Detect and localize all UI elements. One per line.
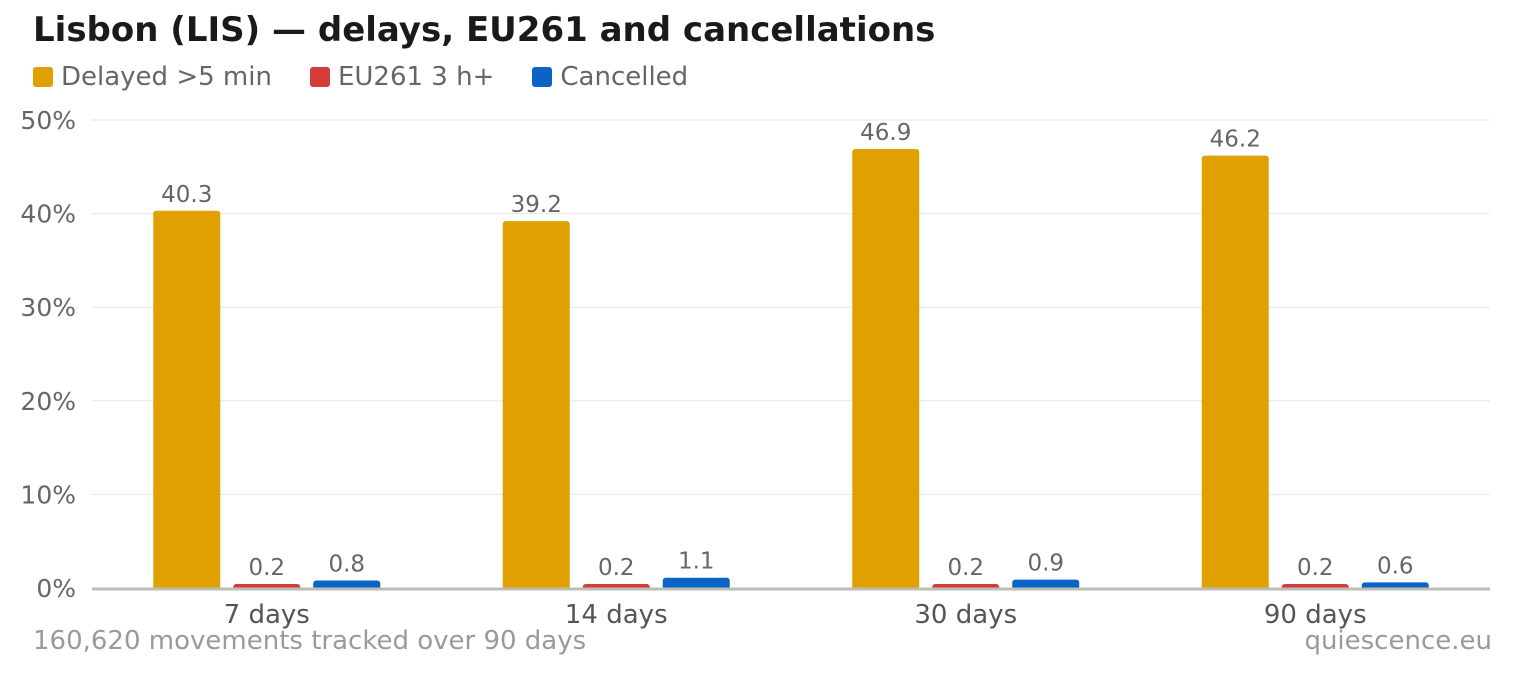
legend-item-delayed: Delayed >5 min <box>33 62 272 92</box>
y-tick-label: 50% <box>20 106 76 135</box>
y-tick-label: 20% <box>20 387 76 416</box>
bar <box>502 221 570 590</box>
legend-label-delayed: Delayed >5 min <box>61 62 272 92</box>
legend: Delayed >5 min EU261 3 h+ Cancelled <box>33 60 726 94</box>
bar <box>153 210 221 591</box>
y-tick-label: 40% <box>20 200 76 229</box>
chart-title: Lisbon (LIS) — delays, EU261 and cancell… <box>33 10 936 50</box>
bar <box>1012 579 1080 590</box>
data-label: 1.1 <box>678 549 715 575</box>
footer-note: 160,620 movements tracked over 90 days <box>33 626 587 656</box>
data-label: 40.3 <box>161 182 212 208</box>
legend-swatch-eu261 <box>309 67 330 87</box>
data-label: 0.2 <box>947 555 984 581</box>
data-label: 46.2 <box>1210 127 1261 153</box>
legend-item-eu261: EU261 3 h+ <box>309 62 495 92</box>
footer-source: quiescence.eu <box>1304 626 1492 656</box>
x-tick-label: 90 days <box>1264 600 1367 630</box>
data-label: 0.2 <box>598 555 635 581</box>
data-label: 0.6 <box>1377 553 1414 579</box>
bar <box>852 149 920 591</box>
bar <box>1201 155 1269 590</box>
x-tick-label: 7 days <box>224 600 310 630</box>
data-label: 46.9 <box>860 120 911 146</box>
data-label: 0.9 <box>1027 551 1064 577</box>
legend-swatch-delayed <box>33 67 53 87</box>
legend-item-cancelled: Cancelled <box>532 62 688 92</box>
legend-label-eu261: EU261 3 h+ <box>337 62 495 92</box>
y-tick-label: 0% <box>36 574 76 603</box>
x-tick-label: 14 days <box>565 600 668 630</box>
data-label: 39.2 <box>511 192 562 218</box>
x-tick-label: 30 days <box>914 600 1017 630</box>
data-label: 0.8 <box>328 552 365 578</box>
y-tick-label: 10% <box>20 480 76 509</box>
data-label: 0.2 <box>248 555 285 581</box>
y-tick-label: 30% <box>20 293 76 322</box>
data-label: 0.2 <box>1297 555 1334 581</box>
legend-swatch-cancelled <box>532 67 553 87</box>
bar <box>662 577 730 590</box>
legend-label-cancelled: Cancelled <box>560 62 689 92</box>
